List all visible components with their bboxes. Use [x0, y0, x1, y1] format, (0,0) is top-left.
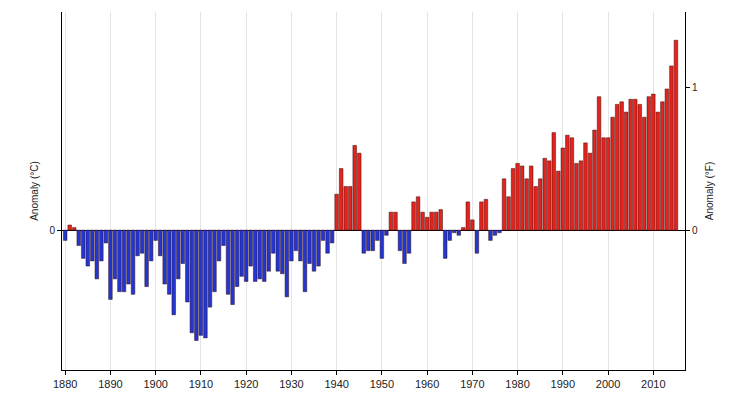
svg-text:1950: 1950 [370, 378, 394, 390]
svg-text:1940: 1940 [324, 378, 348, 390]
svg-text:2010: 2010 [641, 378, 665, 390]
svg-text:2000: 2000 [596, 378, 620, 390]
svg-text:0: 0 [49, 225, 55, 236]
svg-text:1930: 1930 [279, 378, 303, 390]
svg-text:1990: 1990 [551, 378, 575, 390]
svg-text:1910: 1910 [189, 378, 213, 390]
svg-text:1880: 1880 [53, 378, 77, 390]
svg-text:1970: 1970 [460, 378, 484, 390]
svg-text:1: 1 [692, 82, 698, 93]
svg-text:Anomaly (°F): Anomaly (°F) [704, 162, 715, 220]
svg-text:1900: 1900 [143, 378, 167, 390]
svg-text:1890: 1890 [98, 378, 122, 390]
svg-text:1920: 1920 [234, 378, 258, 390]
svg-text:0: 0 [692, 225, 698, 236]
svg-text:1960: 1960 [415, 378, 439, 390]
svg-text:1980: 1980 [505, 378, 529, 390]
svg-text:Anomaly (°C): Anomaly (°C) [29, 161, 40, 221]
